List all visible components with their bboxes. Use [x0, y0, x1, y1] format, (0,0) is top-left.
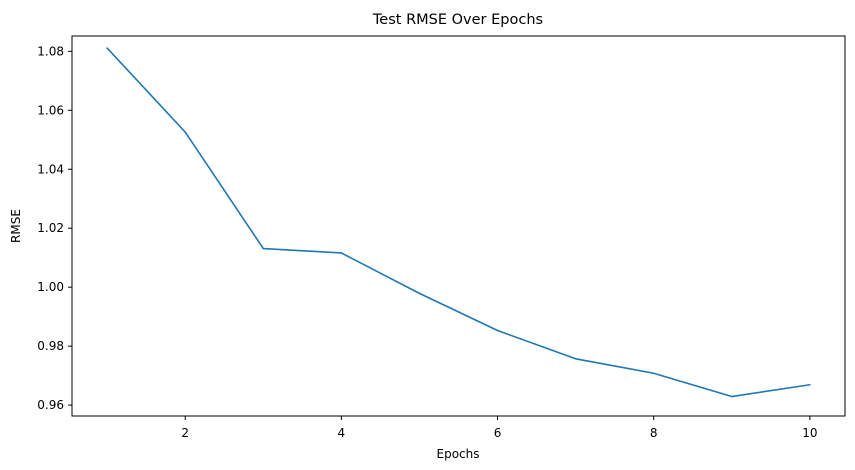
series-layer — [106, 47, 811, 398]
series-line — [106, 47, 810, 398]
y-tick-label: 1.00 — [37, 280, 64, 294]
plot-frame — [71, 35, 846, 417]
x-tick-label: 2 — [181, 426, 189, 440]
y-tick-label: 0.96 — [37, 398, 64, 412]
data-point — [496, 329, 499, 332]
y-axis: 0.96 0.98 1.00 1.02 1.04 1.06 1.08 — [37, 44, 72, 412]
x-tick-label: 4 — [338, 426, 346, 440]
data-point — [340, 252, 343, 254]
x-tick-label: 6 — [494, 426, 502, 440]
y-tick-label: 1.04 — [37, 162, 64, 176]
x-axis-label: Epochs — [437, 447, 480, 461]
x-axis: 2 4 6 8 10 — [181, 416, 818, 440]
data-point — [652, 372, 655, 375]
data-point — [184, 131, 187, 133]
y-axis-label: RMSE — [9, 209, 23, 243]
data-point — [262, 247, 265, 250]
y-tick-label: 0.98 — [37, 339, 64, 353]
x-tick-label: 8 — [650, 426, 658, 440]
y-tick-label: 1.02 — [37, 221, 64, 235]
data-point — [106, 47, 108, 49]
data-point — [809, 383, 811, 386]
x-tick-label: 10 — [802, 426, 817, 440]
data-point — [574, 358, 577, 360]
y-tick-label: 1.06 — [37, 103, 64, 117]
y-tick-label: 1.08 — [37, 44, 64, 58]
chart-title: Test RMSE Over Epochs — [372, 12, 543, 28]
data-point — [730, 395, 733, 398]
plot-area: 2 4 6 8 10 0.96 0.98 1.00 1.02 1.04 1.06 1.08 — [37, 35, 846, 440]
data-point — [418, 292, 421, 295]
